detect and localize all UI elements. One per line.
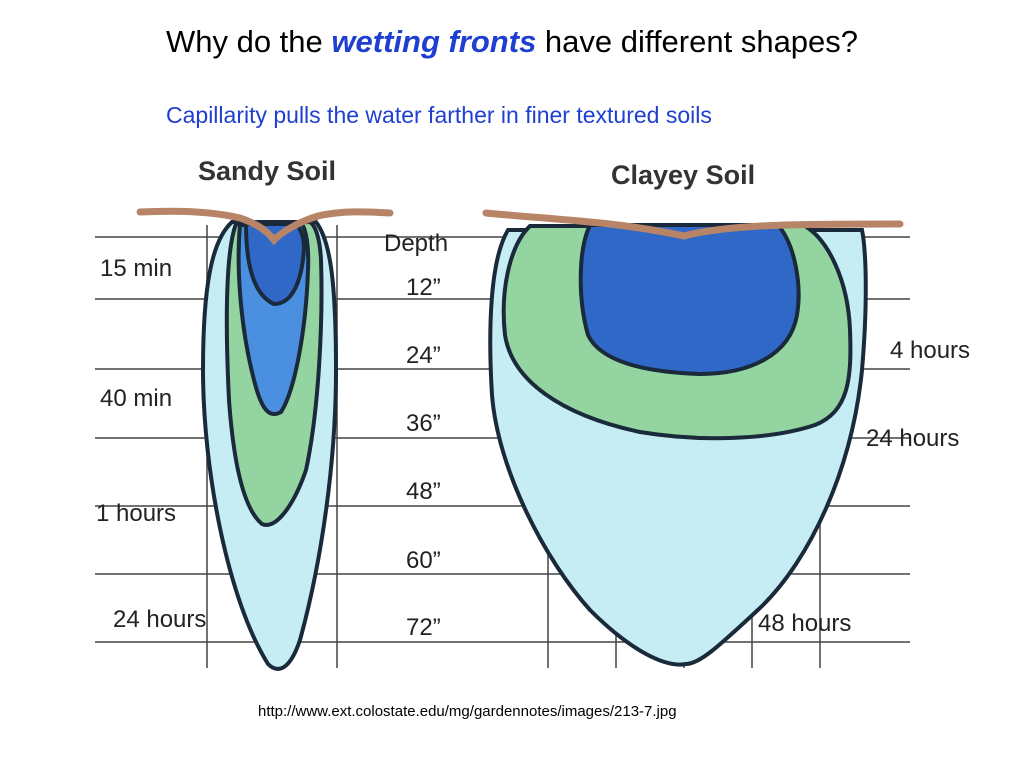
depth-value: 48” [406,478,441,505]
clayey-front-4-hours [578,223,801,377]
depth-value: 60” [406,547,441,574]
sandy-soil-heading: Sandy Soil [198,156,337,186]
soil-surface [136,207,904,246]
depth-label: Depth [384,230,449,257]
sandy-time-label: 40 min [100,385,173,412]
depth-value: 24” [406,342,441,369]
sandy-front-15-min [243,222,307,307]
slide-subtitle: Capillarity pulls the water farther in f… [166,102,712,128]
clayey-time-label: 4 hours [890,337,971,364]
title-prefix: Why do the [165,24,332,59]
title-emphasis: wetting fronts [331,24,537,59]
clayey-soil-heading: Clayey Soil [611,160,756,190]
clayey-time-label: 24 hours [866,425,960,452]
depth-value: 72” [406,614,441,641]
source-url: http://www.ext.colostate.edu/mg/gardenno… [258,703,677,720]
sandy-time-label: 15 min [100,255,173,282]
clayey-time-label: 48 hours [758,610,852,637]
depth-value: 12” [406,274,441,301]
clayey-surface-line [482,209,904,240]
sandy-fronts [200,219,339,671]
depth-value: 36” [406,410,441,437]
clayey-fronts [488,223,868,667]
title-suffix: have different shapes? [536,24,859,59]
sandy-time-label: 1 hours [96,500,177,527]
slide-title: Why do the wetting fronts have different… [0,24,1024,60]
sandy-time-label: 24 hours [113,606,207,633]
sandy-surface-line [136,207,394,246]
